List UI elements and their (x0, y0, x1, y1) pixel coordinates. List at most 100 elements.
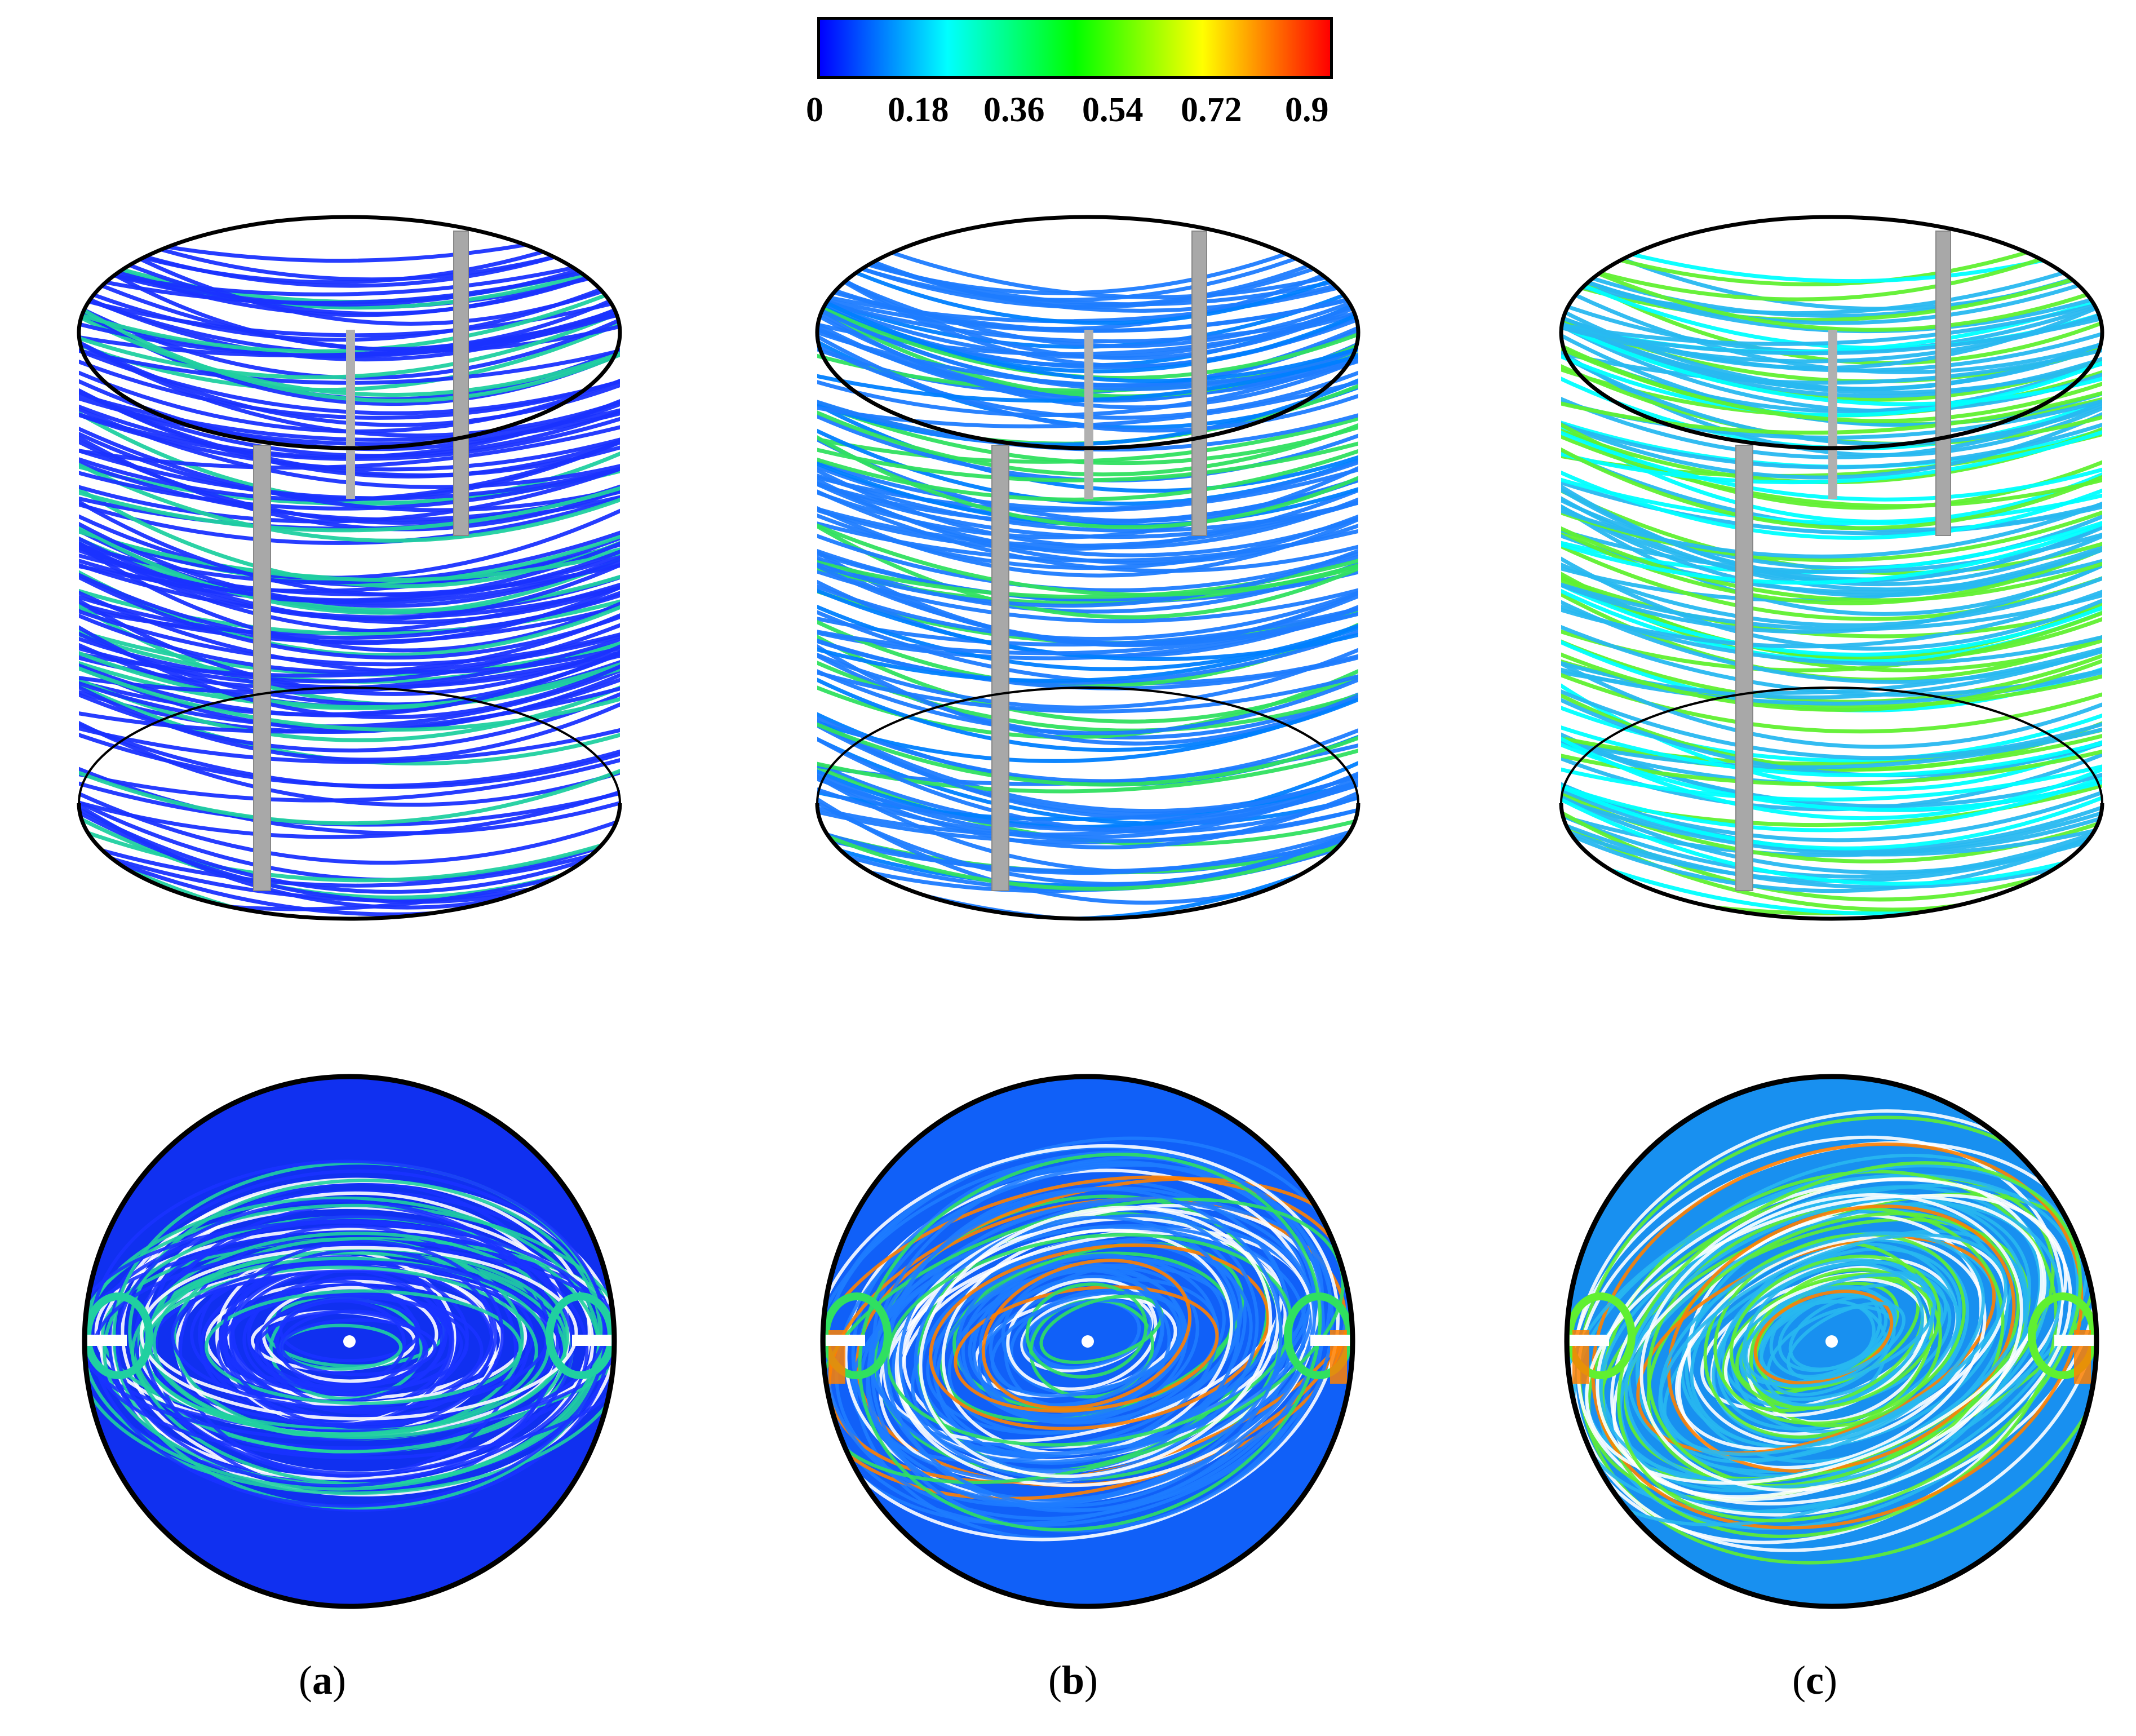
streamline (1022, 1298, 1152, 1370)
streamline (1025, 1282, 1148, 1379)
streamline (870, 1155, 1334, 1533)
streamline (1713, 1232, 1966, 1425)
streamline (1585, 1194, 2047, 1485)
baffle-section (826, 1335, 865, 1346)
top-view-a (82, 1074, 617, 1609)
streamline (1561, 579, 2102, 631)
streamline (79, 881, 620, 919)
streamline (79, 786, 620, 865)
streamline (823, 1144, 1340, 1542)
streamline (929, 1243, 1270, 1431)
streamline (79, 786, 620, 839)
cylinder-bottom-rim-back (816, 687, 1359, 804)
streamline (817, 517, 1358, 619)
streamline (817, 556, 1358, 599)
cylinder-bottom-rim-back (1560, 687, 2103, 804)
streamline (1561, 228, 2102, 284)
streamline (1561, 878, 2102, 919)
streamline (79, 890, 620, 919)
streamline (817, 745, 1358, 794)
streamline (817, 551, 1358, 614)
streamline (817, 626, 1358, 685)
streamline (817, 600, 1358, 671)
panel-c (1559, 215, 2104, 1609)
streamline (1744, 1273, 1936, 1388)
streamline (1624, 1196, 2062, 1489)
streamline (817, 248, 1358, 325)
streamline (79, 823, 620, 883)
streamline (817, 445, 1358, 502)
streamline (79, 801, 620, 894)
streamline (79, 764, 620, 826)
panel-label-a: (a) (299, 1658, 346, 1703)
streamline (1561, 550, 2102, 651)
streamline (817, 643, 1358, 710)
colorbar-tick: 0.72 (1181, 91, 1242, 129)
cylinder-top-rim (1559, 215, 2104, 450)
streamline (1742, 1262, 1925, 1407)
streamline (1561, 572, 2102, 639)
streamline (179, 1224, 518, 1478)
streamline (817, 470, 1358, 533)
streamline (817, 783, 1358, 843)
streamline (1561, 521, 2102, 603)
streamline (79, 590, 620, 640)
streamline (817, 609, 1358, 656)
streamline (817, 718, 1358, 787)
streamline (254, 1310, 429, 1390)
streamline (1561, 724, 2102, 769)
streamline (79, 648, 620, 695)
streamline (1647, 1206, 2005, 1490)
streamline (884, 1186, 1283, 1508)
streamline (817, 461, 1358, 539)
streamline (1561, 824, 2102, 893)
streamline (1561, 648, 2102, 712)
streamline (817, 484, 1358, 551)
panel-a (77, 215, 622, 1609)
streamline (85, 1203, 614, 1495)
streamline (1561, 635, 2102, 704)
top-view-b (820, 1074, 1355, 1609)
streamline (817, 710, 1358, 783)
streamline (79, 228, 620, 288)
streamline (204, 1289, 522, 1405)
streamline (817, 457, 1358, 511)
streamline (1596, 1177, 2072, 1506)
streamline (1561, 665, 2102, 706)
streamline (1591, 1142, 2084, 1530)
streamline (1561, 793, 2102, 857)
cylinder-bottom-rim (1559, 803, 2104, 921)
streamline (1561, 785, 2102, 853)
streamline (79, 838, 620, 888)
streamline (79, 619, 620, 684)
streamline (79, 532, 620, 613)
streamline (817, 769, 1358, 849)
cylinder-bottom-rim-back (78, 687, 621, 804)
streamline (1677, 1236, 1987, 1469)
shaft-center (343, 1335, 356, 1348)
streamline (1561, 731, 2102, 808)
streamline (956, 1233, 1243, 1425)
baffle-rod (1735, 445, 1753, 891)
top-view-rim (820, 1074, 1355, 1609)
top-view-streamlines (1567, 1109, 2097, 1565)
streamline (79, 463, 620, 524)
baffle-section (1310, 1335, 1350, 1346)
streamline (1786, 1301, 1906, 1381)
top-view-c (1564, 1074, 2099, 1609)
top-view-rim (82, 1074, 617, 1609)
baffle-section (572, 1335, 611, 1346)
streamline (817, 833, 1358, 888)
streamline (79, 838, 620, 919)
shaft-center (1082, 1335, 1094, 1348)
streamline (79, 646, 620, 710)
impeller-shaft (1828, 330, 1837, 499)
streamline (1659, 1232, 1986, 1462)
top-view-streamlines (85, 1159, 614, 1512)
streamline (1561, 229, 2102, 302)
streamline (817, 731, 1358, 834)
streamline (1561, 559, 2102, 634)
streamline (79, 688, 620, 752)
colorbar-tick-labels: 0 0.18 0.36 0.54 0.72 0.9 (806, 90, 1333, 141)
